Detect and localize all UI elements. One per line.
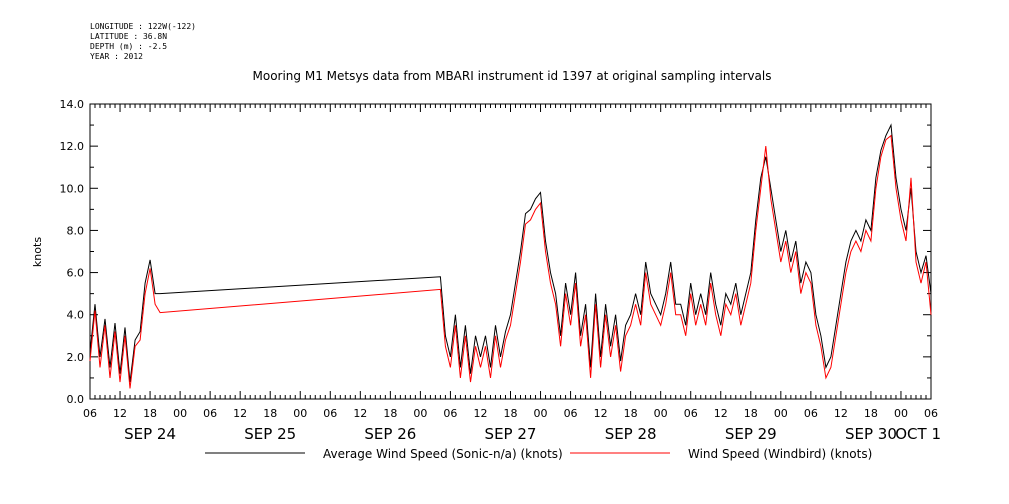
legend-label-windbird: Wind Speed (Windbird) (knots) bbox=[688, 447, 872, 461]
x-tick-label: 00 bbox=[774, 407, 788, 420]
x-tick-label: 18 bbox=[624, 407, 638, 420]
latitude-label: LATITUDE : 36.8N bbox=[90, 32, 168, 41]
series-line-avg-wind bbox=[89, 123, 932, 383]
x-tick-label: 06 bbox=[323, 407, 337, 420]
y-axis-label: knots bbox=[31, 237, 44, 267]
legend-label-avg-wind: Average Wind Speed (Sonic-n/a) (knots) bbox=[323, 447, 563, 461]
x-tick-label: 18 bbox=[383, 407, 397, 420]
plot-frame bbox=[89, 103, 932, 400]
x-day-label: SEP 28 bbox=[605, 425, 657, 443]
series-line-windbird bbox=[89, 134, 932, 389]
x-tick-label: 06 bbox=[83, 407, 97, 420]
y-tick-label: 0.0 bbox=[67, 393, 85, 406]
chart-title: Mooring M1 Metsys data from MBARI instru… bbox=[253, 69, 772, 83]
x-tick-label: 00 bbox=[173, 407, 187, 420]
x-tick-label: 12 bbox=[113, 407, 127, 420]
x-tick-label: 06 bbox=[924, 407, 938, 420]
y-tick-label: 8.0 bbox=[67, 224, 85, 237]
year-label: YEAR : 2012 bbox=[90, 52, 143, 61]
x-tick-label: 00 bbox=[293, 407, 307, 420]
x-tick-label: 12 bbox=[714, 407, 728, 420]
x-tick-label: 06 bbox=[203, 407, 217, 420]
x-day-label: SEP 24 bbox=[124, 425, 176, 443]
x-tick-label: 00 bbox=[534, 407, 548, 420]
x-day-label: SEP 25 bbox=[244, 425, 296, 443]
depth-label: DEPTH (m) : -2.5 bbox=[90, 42, 168, 51]
x-day-label: SEP 27 bbox=[485, 425, 537, 443]
x-tick-label: 12 bbox=[594, 407, 608, 420]
x-tick-label: 12 bbox=[473, 407, 487, 420]
x-tick-label: 18 bbox=[864, 407, 878, 420]
x-tick-label: 18 bbox=[504, 407, 518, 420]
x-tick-label: 12 bbox=[834, 407, 848, 420]
x-tick-label: 18 bbox=[263, 407, 277, 420]
y-tick-label: 10.0 bbox=[60, 182, 85, 195]
y-tick-label: 14.0 bbox=[60, 98, 85, 111]
x-tick-label: 18 bbox=[143, 407, 157, 420]
x-tick-label: 06 bbox=[684, 407, 698, 420]
x-day-label: SEP 30 bbox=[845, 425, 897, 443]
x-tick-label: 00 bbox=[413, 407, 427, 420]
x-tick-label: 12 bbox=[353, 407, 367, 420]
x-tick-label: 06 bbox=[564, 407, 578, 420]
x-tick-label: 18 bbox=[744, 407, 758, 420]
legend: Average Wind Speed (Sonic-n/a) (knots) W… bbox=[205, 447, 872, 461]
x-tick-label: 12 bbox=[233, 407, 247, 420]
x-day-label: SEP 29 bbox=[725, 425, 777, 443]
x-day-label: OCT 1 bbox=[895, 425, 941, 443]
x-tick-label: 00 bbox=[894, 407, 908, 420]
y-tick-label: 2.0 bbox=[67, 351, 85, 364]
x-tick-label: 06 bbox=[443, 407, 457, 420]
x-tick-label: 00 bbox=[654, 407, 668, 420]
y-tick-label: 12.0 bbox=[60, 140, 85, 153]
x-day-label: SEP 26 bbox=[364, 425, 416, 443]
y-tick-label: 4.0 bbox=[67, 309, 85, 322]
longitude-label: LONGITUDE : 122W(-122) bbox=[90, 22, 196, 31]
metadata-block: LONGITUDE : 122W(-122) LATITUDE : 36.8N … bbox=[90, 22, 196, 62]
y-tick-label: 6.0 bbox=[67, 267, 85, 280]
x-tick-label: 06 bbox=[804, 407, 818, 420]
